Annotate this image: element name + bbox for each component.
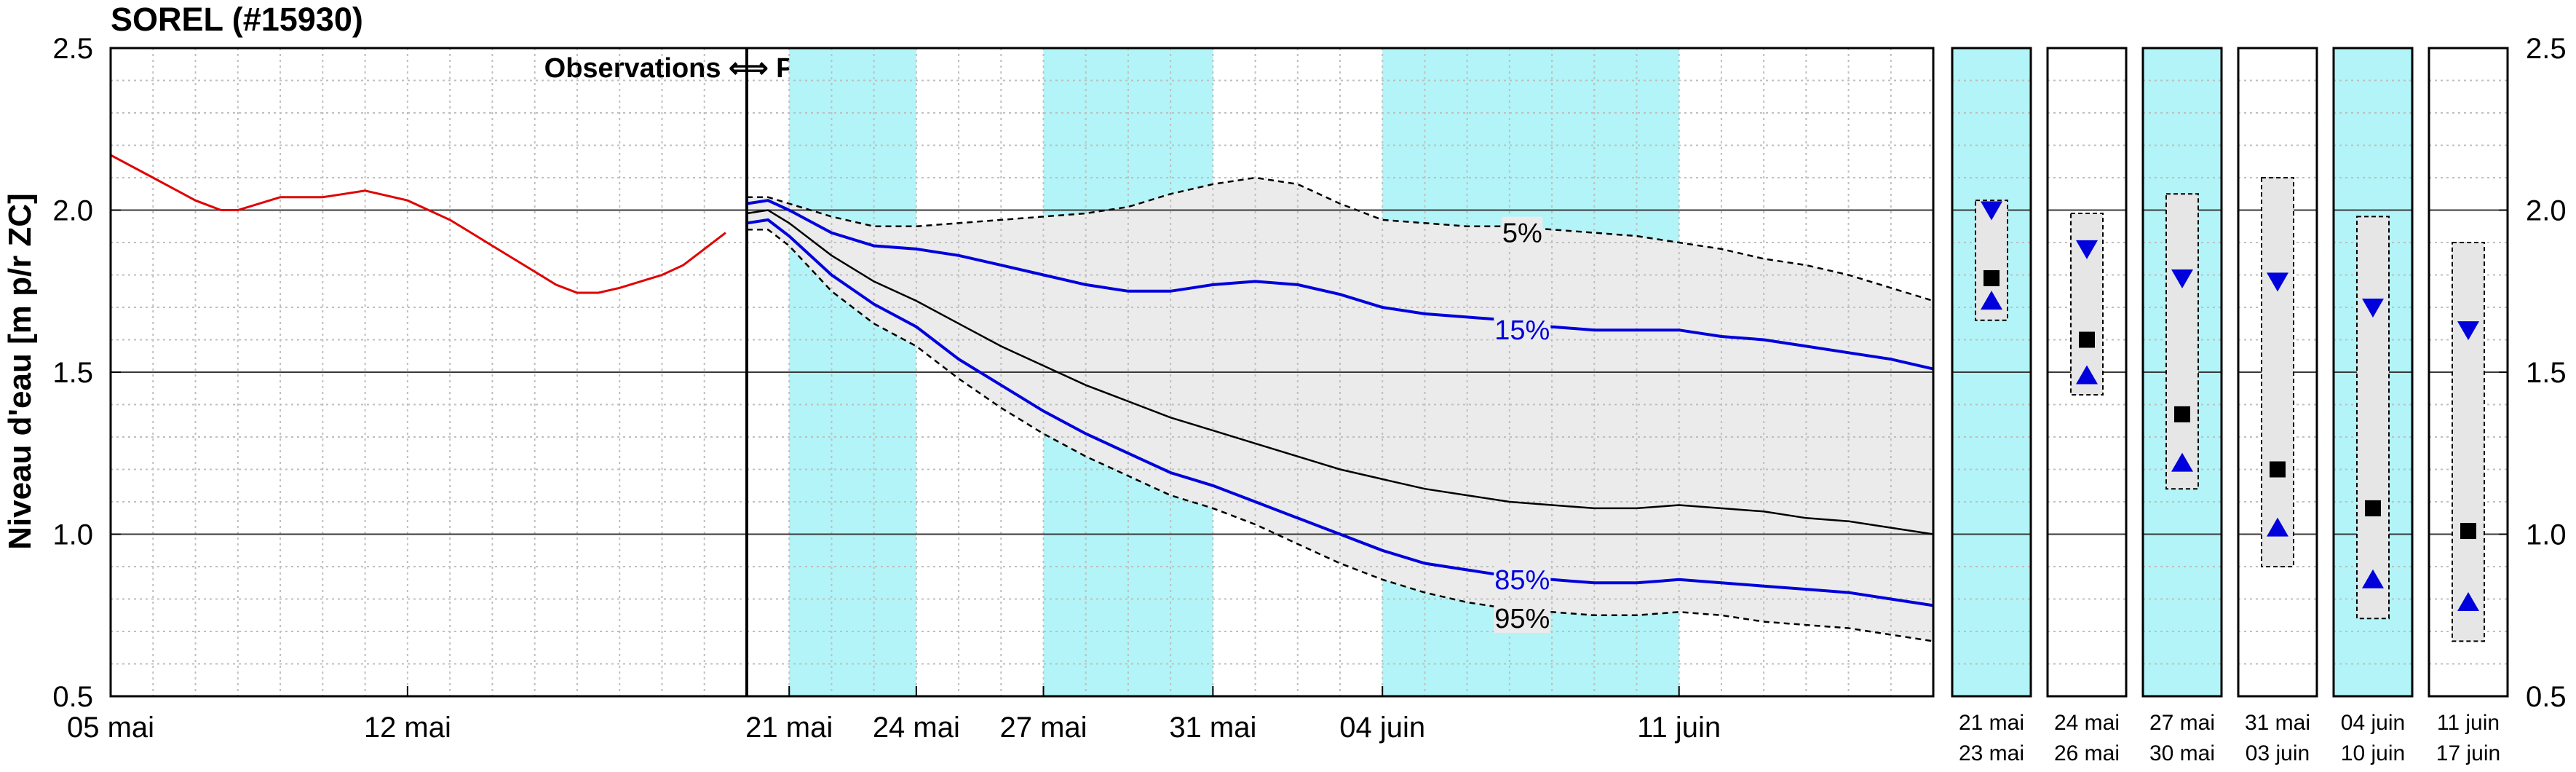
x-tick-label-forecast: 21 mai: [745, 712, 833, 744]
chart-title: SOREL (#15930): [111, 1, 363, 38]
summary-high-marker: [2171, 269, 2193, 288]
summary-median-marker: [2365, 500, 2381, 516]
summary-high-marker: [2076, 240, 2098, 259]
forecast-line-5pct: [747, 176, 1934, 302]
percentile-label: 85%: [1494, 565, 1550, 596]
forecast-line-50pct: [746, 209, 1934, 535]
y-tick-label-right: 2.5: [2526, 33, 2567, 65]
y-tick-label-right: 1.5: [2526, 357, 2567, 389]
summary-range-box: [2261, 177, 2294, 567]
summary-period-start: 21 mai: [1959, 711, 2024, 735]
y-tick-label-right: 2.0: [2526, 195, 2567, 227]
summary-low-marker: [2362, 569, 2384, 588]
plot-layer: 05 mai 12 mai 5% 15% 85% 95% 21 mai 24 mai 27 ma…: [52, 33, 2566, 765]
x-tick-label-forecast: 24 mai: [873, 712, 960, 744]
x-tick-label-forecast: 31 mai: [1169, 712, 1256, 744]
summary-median-marker: [2079, 331, 2095, 348]
summary-low-marker: [2171, 452, 2193, 472]
summary-low-marker: [2267, 517, 2288, 537]
percentile-label-bg: [1502, 216, 1543, 248]
summary-high-marker: [2267, 272, 2288, 292]
y-tick-label-right: 0.5: [2526, 681, 2567, 713]
summary-high-marker: [2457, 321, 2479, 341]
summary-panel-frame: [2237, 47, 2318, 698]
summary-period-end: 17 juin: [2436, 741, 2500, 765]
x-tick-label-forecast: 04 juin: [1339, 712, 1425, 744]
summary-median-marker: [1983, 269, 2000, 286]
y-tick-label-left: 2.0: [52, 195, 93, 227]
x-tick-label-forecast: 11 juin: [1637, 712, 1721, 744]
summary-panel-frame: [2046, 47, 2128, 698]
summary-low-marker: [2076, 365, 2098, 385]
summary-range-box: [2356, 216, 2390, 620]
x-tick-label-forecast: 27 mai: [999, 712, 1087, 744]
summary-period-start: 31 mai: [2245, 711, 2310, 735]
y-tick-label-left: 0.5: [52, 681, 93, 713]
x-tick-label-obs: 05 mai: [67, 712, 154, 744]
summary-high-marker: [1981, 201, 2002, 221]
percentile-label: 15%: [1494, 315, 1550, 346]
summary-period-end: 26 mai: [2054, 741, 2120, 765]
summary-period-start: 27 mai: [2149, 711, 2215, 735]
y-tick-label-left: 1.0: [52, 519, 93, 551]
summary-high-marker: [2362, 299, 2384, 318]
percentile-label: 5%: [1502, 218, 1542, 249]
summary-period-end: 03 juin: [2246, 741, 2310, 765]
y-tick-label-left: 2.5: [52, 33, 93, 65]
forecast-line-85pct: [746, 218, 1934, 607]
summary-median-marker: [2270, 461, 2286, 478]
summary-panel-frame: [1951, 47, 2032, 698]
summary-period-end: 30 mai: [2149, 741, 2215, 765]
percentile-label-bg: [1494, 314, 1551, 345]
summary-range-box: [2452, 242, 2485, 642]
forecast-line-15pct: [746, 199, 1934, 371]
summary-median-marker: [2460, 523, 2476, 540]
x-tick-label-obs: 12 mai: [364, 712, 451, 744]
summary-low-marker: [1981, 291, 2002, 310]
summary-low-marker: [2457, 591, 2479, 611]
observations-line: [110, 154, 726, 294]
percentile-label-bg: [1494, 563, 1551, 594]
y-axis-label: Niveau d'eau [m p/r ZC]: [2, 193, 38, 550]
percentile-label: 95%: [1494, 604, 1550, 634]
percentile-label-bg: [1494, 602, 1551, 634]
y-tick-label-left: 1.5: [52, 357, 93, 389]
summary-period-start: 04 juin: [2341, 711, 2405, 735]
forecast-line-95pct: [747, 228, 1934, 642]
summary-median-marker: [2174, 406, 2190, 422]
summary-period-end: 10 juin: [2341, 741, 2405, 765]
summary-panel-frame: [2332, 47, 2414, 698]
y-tick-label-right: 1.0: [2526, 519, 2567, 551]
summary-period-end: 23 mai: [1959, 741, 2024, 765]
summary-panel-frame: [2141, 47, 2223, 698]
summary-period-start: 11 juin: [2437, 711, 2500, 735]
summary-range-box: [2165, 193, 2199, 490]
summary-period-start: 24 mai: [2054, 711, 2120, 735]
